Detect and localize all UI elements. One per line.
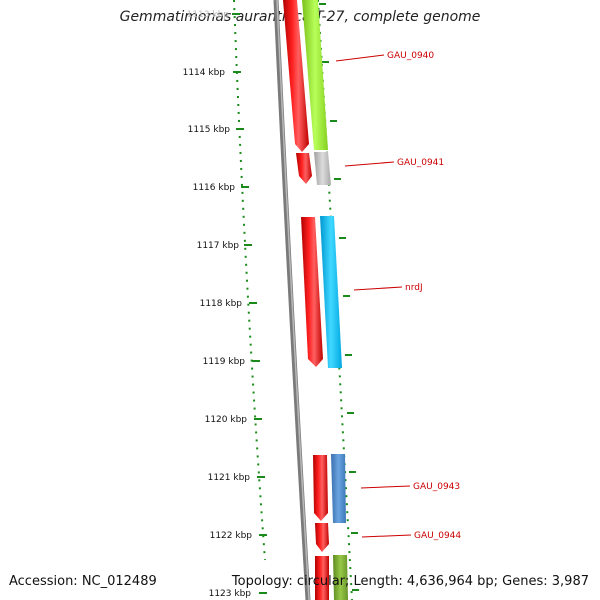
map-title: Gemmatimonas aurantiaca T-27, complete g… [119, 9, 481, 25]
scale-label: 1122 kbp [210, 531, 253, 541]
inner-ring-ticks [319, 3, 359, 591]
scale-label: 1115 kbp [188, 125, 231, 135]
scale-label: 1116 kbp [193, 183, 236, 193]
gene-nrdJ[interactable] [320, 216, 342, 368]
scale-ticks [232, 13, 267, 594]
red-gene-arrow[interactable] [313, 455, 328, 521]
backbone-highlight [276, 0, 310, 600]
gene-label-GAU_0943[interactable]: GAU_0943 [413, 482, 460, 492]
accession-label: Accession: NC_012489 [9, 574, 157, 589]
scale-label: 1113 kbp [187, 10, 230, 20]
gene-label-GAU_0944[interactable]: GAU_0944 [414, 531, 461, 541]
red-gene-arrow[interactable] [315, 556, 329, 600]
gene-label-GAU_0941[interactable]: GAU_0941 [397, 158, 444, 168]
scale-label: 1121 kbp [208, 473, 251, 483]
genome-summary: Topology: circular; Length: 4,636,964 bp… [231, 574, 589, 589]
scale-label: 1114 kbp [183, 68, 226, 78]
scale-label: 1117 kbp [197, 241, 240, 251]
scale-label: 1123 kbp [209, 589, 252, 599]
scale-label: 1120 kbp [205, 415, 248, 425]
gene-GAU_0943[interactable] [331, 454, 346, 523]
gene-GAU_0944[interactable] [333, 555, 348, 600]
scale-label: 1119 kbp [203, 357, 246, 367]
label-leaders [335, 54, 412, 538]
gene-GAU_0941[interactable] [314, 152, 331, 185]
red-gene-arrow[interactable] [283, 0, 309, 152]
genome-backbone [273, 0, 311, 600]
colored-genes [302, 0, 348, 600]
forward-strand-genes [283, 0, 329, 600]
red-gene-arrow[interactable] [301, 217, 323, 367]
red-gene-arrow[interactable] [315, 523, 329, 552]
gene-label-nrdJ[interactable]: nrdJ [405, 283, 423, 293]
scale-label: 1118 kbp [200, 299, 243, 309]
red-gene-arrow[interactable] [296, 153, 312, 184]
gene-GAU_0940[interactable] [302, 0, 328, 150]
gene-label-GAU_0940[interactable]: GAU_0940 [387, 51, 434, 61]
